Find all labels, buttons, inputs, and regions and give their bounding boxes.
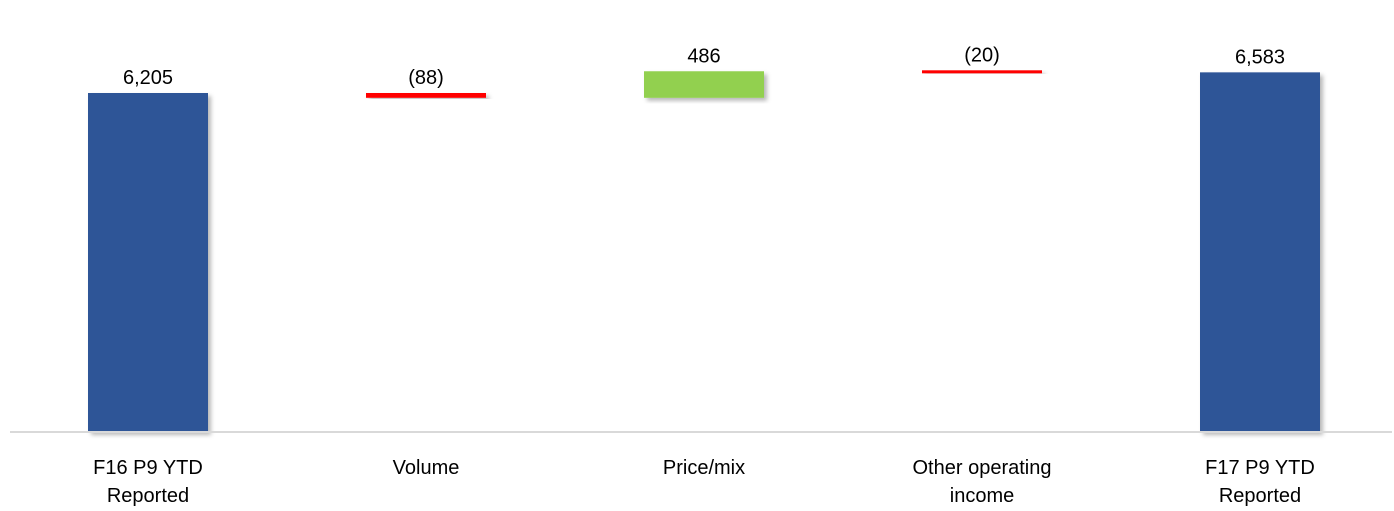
category-label-line: Other operating: [913, 457, 1052, 479]
category-label: Volume: [393, 457, 460, 479]
category-label-line: income: [950, 485, 1014, 506]
bars-layer: [88, 70, 1320, 433]
category-label-line: F17 P9 YTD: [1205, 457, 1315, 479]
data-labels-layer: 6,205 (88) 486 (20) 6,583: [123, 44, 1285, 89]
data-label: 6,583: [1235, 46, 1285, 68]
bar-increase-2: [644, 71, 764, 98]
bar-total-0: [88, 93, 208, 432]
bar-decrease-1: [366, 93, 486, 98]
category-label: Price/mix: [663, 457, 745, 479]
category-label-line: Reported: [107, 485, 189, 506]
data-label: (20): [964, 44, 1000, 66]
data-label: 6,205: [123, 67, 173, 89]
category-label: Other operating income: [913, 457, 1052, 506]
category-label-line: F16 P9 YTD: [93, 457, 203, 479]
data-label: 486: [687, 45, 720, 67]
data-label: (88): [408, 67, 444, 89]
category-labels-layer: F16 P9 YTD Reported Volume Price/mix Other o…: [93, 457, 1315, 507]
bar-decrease-3: [922, 70, 1042, 74]
category-label: F17 P9 YTD Reported: [1205, 457, 1315, 506]
category-label: F16 P9 YTD Reported: [93, 457, 203, 506]
category-label-line: Price/mix: [663, 457, 745, 479]
category-label-line: Volume: [393, 457, 460, 479]
category-label-line: Reported: [1219, 485, 1301, 506]
bar-total-4: [1200, 72, 1320, 433]
